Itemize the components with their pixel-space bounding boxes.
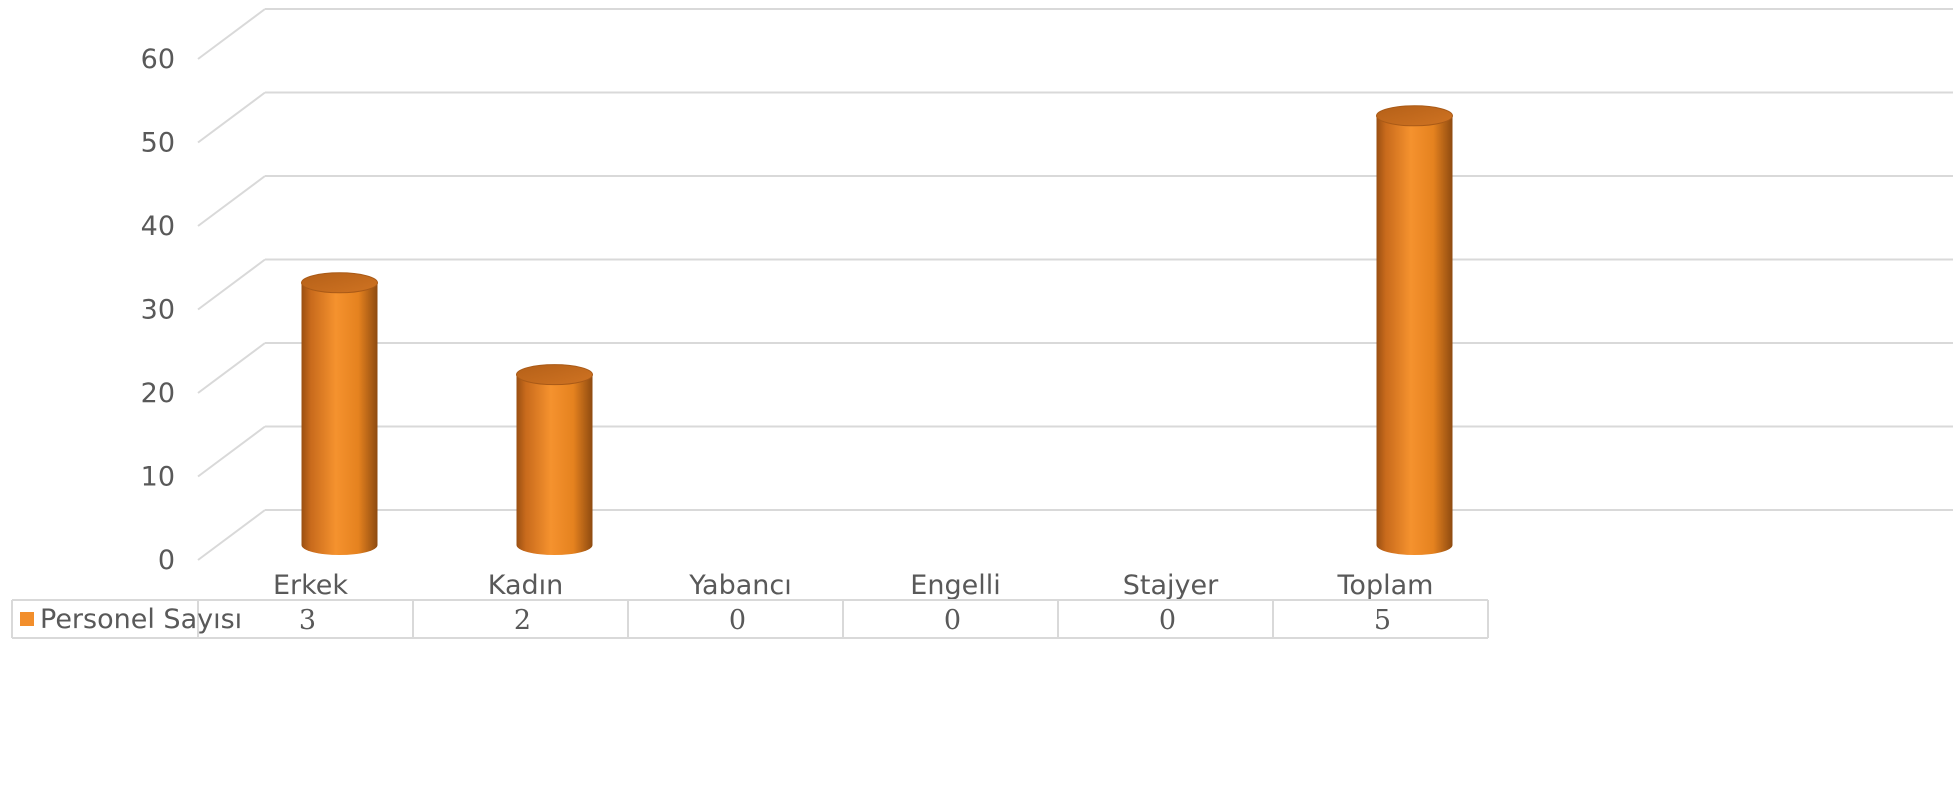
bar-cap	[516, 364, 593, 386]
category-label: Erkek	[273, 570, 348, 601]
table-value: 5	[1374, 605, 1391, 636]
y-tick-label: 0	[158, 545, 175, 576]
table-value: 3	[299, 605, 316, 636]
legend-series-name: Personel Sayısı	[40, 604, 242, 635]
table-value: 0	[944, 605, 961, 636]
bar-body	[516, 374, 593, 555]
grid-diagonal	[197, 258, 266, 311]
category-label: Kadın	[488, 570, 564, 601]
y-tick-label: 60	[141, 44, 175, 75]
grid-diagonal	[197, 425, 266, 478]
bar-erkek	[301, 272, 378, 555]
grid-diagonal	[197, 509, 266, 561]
category-label: Yabancı	[688, 570, 791, 601]
legend-swatch	[20, 612, 34, 626]
category-labels: Erkek Kadın Yabancı Engelli Stajyer Toplam	[273, 570, 1434, 601]
bar-body	[301, 282, 378, 555]
y-tick-label: 40	[141, 211, 175, 242]
y-axis-ticks: 0 10 20 30 40 50 60	[141, 44, 175, 576]
grid-diagonal	[197, 342, 266, 394]
y-tick-label: 50	[141, 128, 175, 159]
bar-body	[1376, 115, 1453, 556]
table-value: 0	[1159, 605, 1176, 636]
table-value: 0	[729, 605, 746, 636]
table-value: 2	[514, 605, 531, 636]
y-tick-label: 20	[141, 378, 175, 409]
bar-cap	[301, 272, 378, 294]
bar-cap	[1376, 105, 1453, 127]
grid-diagonal	[197, 8, 266, 60]
grid-lines	[197, 8, 1953, 561]
category-label: Engelli	[910, 570, 1000, 601]
data-table: Personel Sayısı 3 2 0 0 0 5	[11, 599, 1489, 639]
y-tick-label: 10	[141, 462, 175, 493]
category-label: Stajyer	[1123, 570, 1219, 601]
bars	[301, 105, 1453, 556]
bar-kadın	[516, 364, 593, 555]
grid-diagonal	[197, 175, 266, 227]
y-tick-label: 30	[141, 295, 175, 326]
bar-toplam	[1376, 105, 1453, 556]
grid-diagonal	[197, 91, 266, 144]
category-label: Toplam	[1337, 570, 1434, 601]
